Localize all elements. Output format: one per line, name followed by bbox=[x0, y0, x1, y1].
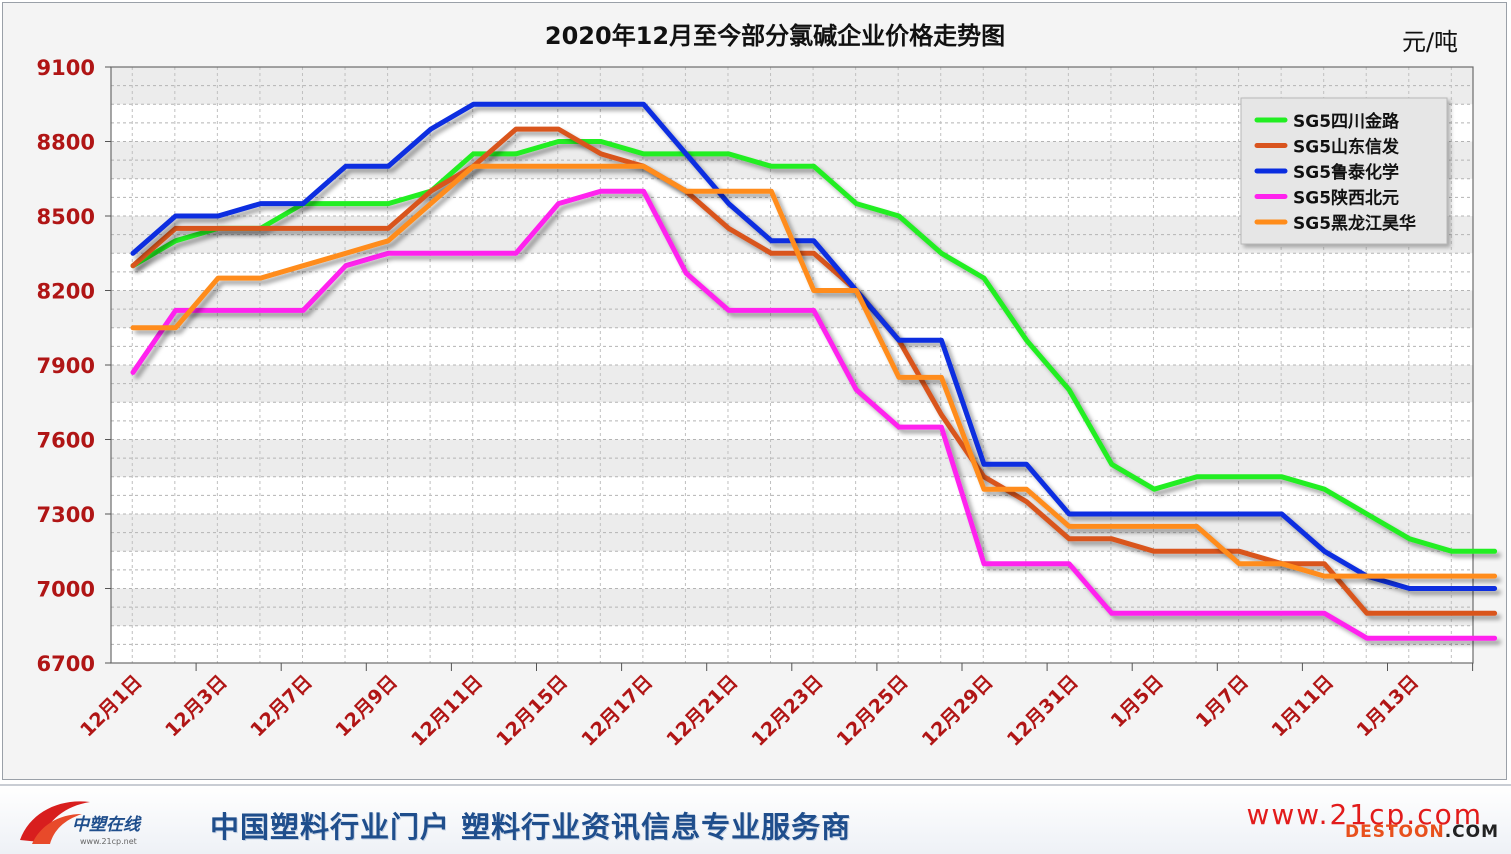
y-tick-label: 7900 bbox=[37, 354, 95, 378]
chart-canvas: 6700 7000 7300 7600 7900 8200 8500 8800 9100 12月… bbox=[37, 22, 1498, 751]
watermark: DESTOON.COM bbox=[1345, 822, 1499, 842]
chart-title: 2020年12月至今部分氯碱企业价格走势图 bbox=[545, 22, 1005, 50]
y-tick-label: 9100 bbox=[37, 56, 95, 80]
watermark-main: DESTOON bbox=[1344, 822, 1445, 842]
logo-subtext: www.21cp.net bbox=[80, 837, 137, 846]
legend-label: SG5山东信发 bbox=[1293, 137, 1400, 158]
series-line-1 bbox=[130, 139, 1498, 554]
y-tick-label: 7300 bbox=[37, 503, 95, 527]
x-tick-label: 12月1日 bbox=[76, 671, 146, 741]
unit-label: 元/吨 bbox=[1402, 28, 1458, 56]
y-axis: 6700 7000 7300 7600 7900 8200 8500 8800 9100 bbox=[37, 56, 111, 676]
x-tick-label: 12月31日 bbox=[1003, 671, 1083, 751]
footer-site-link[interactable]: www.21cp.com bbox=[1246, 798, 1483, 831]
legend-label: SG5鲁泰化学 bbox=[1293, 162, 1399, 183]
x-tick-label: 12月17日 bbox=[577, 671, 657, 751]
y-tick-label: 6700 bbox=[37, 652, 95, 676]
series-line-2 bbox=[130, 126, 1498, 616]
x-tick-label: 1月5日 bbox=[1107, 671, 1168, 732]
legend-label: SG5四川金路 bbox=[1293, 111, 1400, 132]
x-tick-label: 12月29日 bbox=[918, 671, 998, 751]
x-tick-label: 12月9日 bbox=[331, 671, 401, 741]
logo-swoosh-icon: 中塑在线 www.21cp.net bbox=[20, 801, 142, 846]
series-line-3 bbox=[130, 101, 1498, 591]
y-tick-label: 7000 bbox=[37, 578, 95, 602]
x-axis: 12月1日 12月3日 12月7日 12月9日 12月11日 12月15日 12月17日 12… bbox=[76, 663, 1474, 751]
x-tick-label: 12月25日 bbox=[833, 671, 913, 751]
series-line-4 bbox=[130, 188, 1498, 641]
footer-slogan: 中国塑料行业门户 塑料行业资讯信息专业服务商 bbox=[210, 810, 852, 844]
legend-label: SG5黑龙江昊华 bbox=[1293, 213, 1416, 234]
legend: SG5四川金路 SG5山东信发 SG5鲁泰化学 SG5陕西北元 SG5黑龙江昊华 bbox=[1240, 97, 1448, 245]
y-tick-label: 8200 bbox=[37, 280, 95, 304]
x-tick-label: 12月11日 bbox=[407, 671, 487, 751]
site-logo[interactable]: 中塑在线 www.21cp.net bbox=[10, 792, 190, 848]
x-tick-label: 12月15日 bbox=[492, 671, 572, 751]
footer-banner: 中塑在线 www.21cp.net 中国塑料行业门户 塑料行业资讯信息专业服务商… bbox=[0, 784, 1511, 854]
y-tick-label: 8500 bbox=[37, 205, 95, 229]
logo-text: 中塑在线 bbox=[72, 815, 142, 835]
series-line-5 bbox=[130, 163, 1498, 579]
x-tick-label: 12月7日 bbox=[246, 671, 316, 741]
y-tick-label: 8800 bbox=[37, 131, 95, 155]
watermark-tail: .COM bbox=[1444, 822, 1499, 842]
x-tick-label: 1月11日 bbox=[1267, 671, 1337, 741]
legend-label: SG5陕西北元 bbox=[1293, 188, 1399, 209]
x-tick-label: 12月23日 bbox=[748, 671, 828, 751]
x-tick-label: 12月21日 bbox=[662, 671, 742, 751]
series-lines bbox=[130, 101, 1498, 641]
y-tick-label: 7600 bbox=[37, 429, 95, 453]
x-tick-label: 1月13日 bbox=[1353, 671, 1423, 741]
x-tick-label: 1月7日 bbox=[1192, 671, 1253, 732]
x-tick-label: 12月3日 bbox=[161, 671, 231, 741]
